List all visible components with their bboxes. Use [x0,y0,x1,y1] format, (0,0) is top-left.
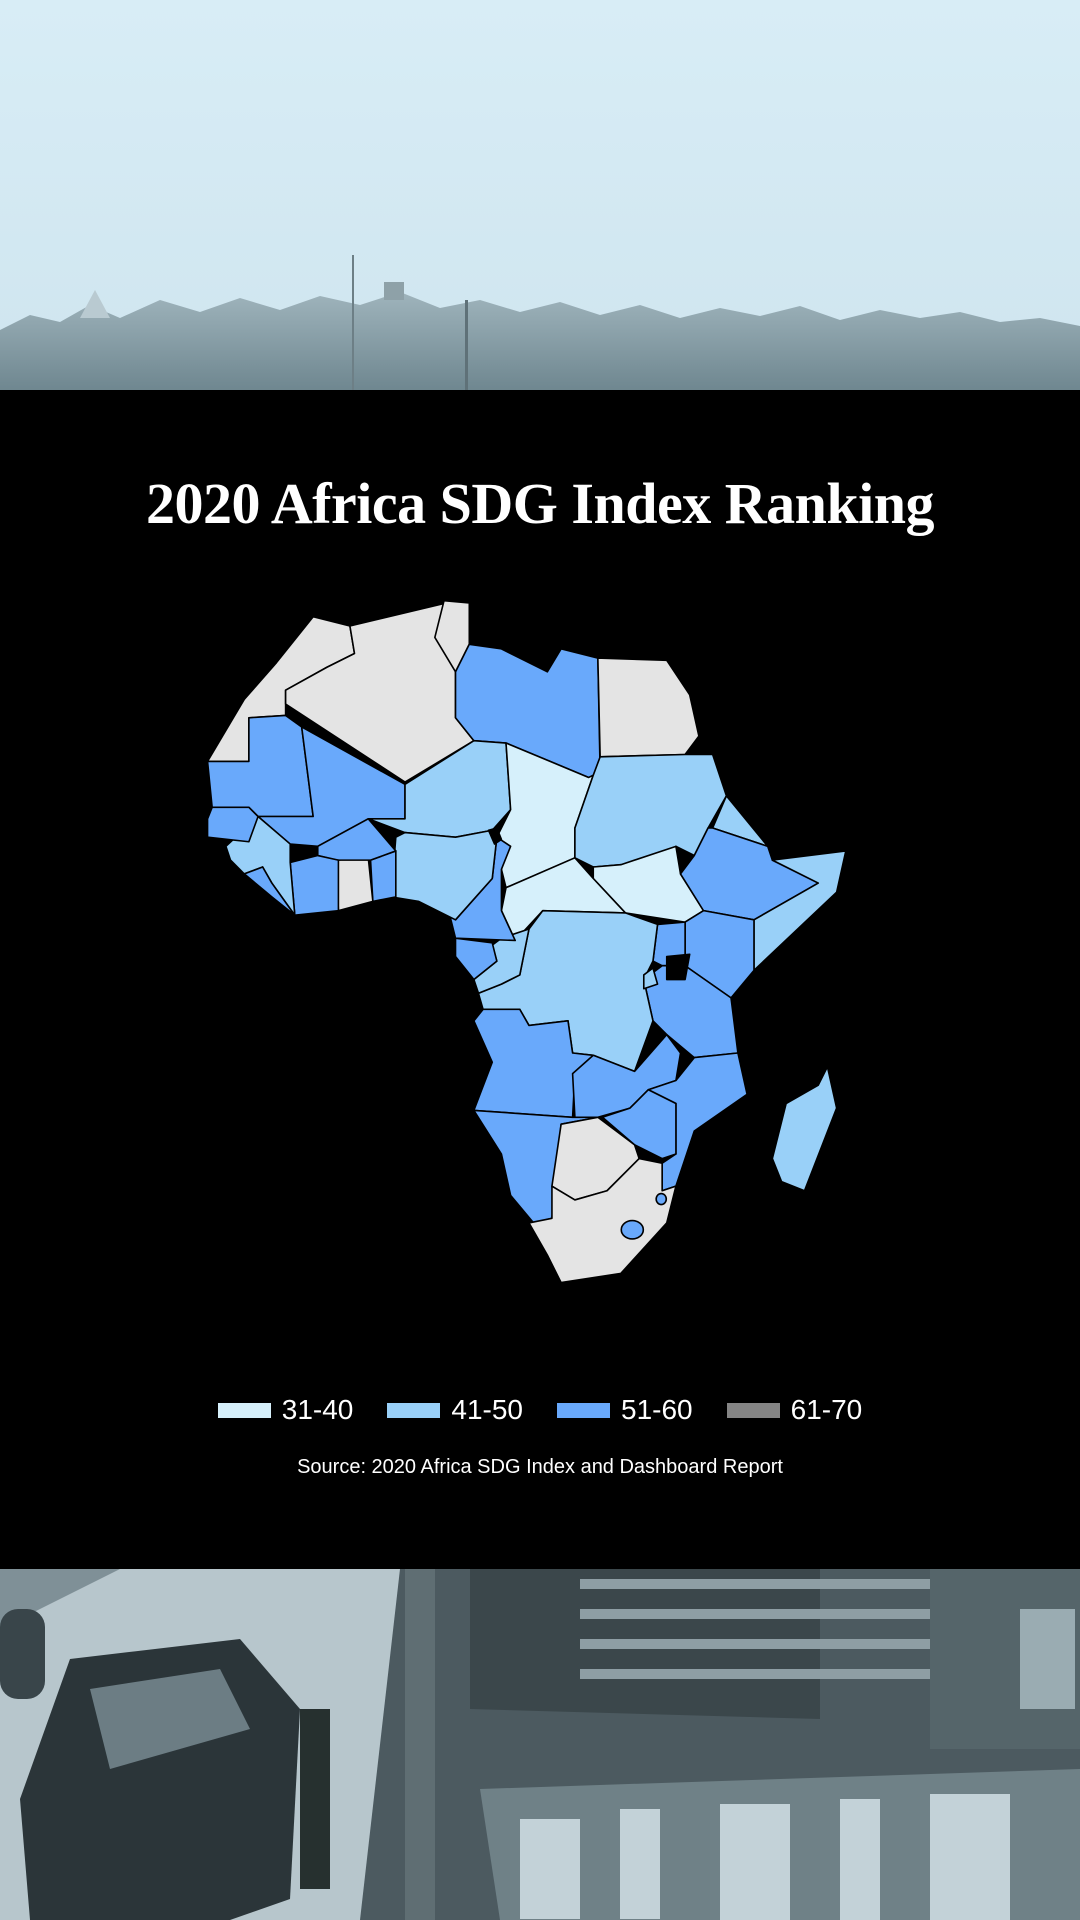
legend-swatch [557,1402,610,1418]
region-lesotho [620,1219,645,1240]
legend-label: 51-60 [621,1394,693,1425]
legend-swatch [387,1402,441,1418]
region-south-africa [528,1157,677,1284]
region-eswatini [655,1192,668,1206]
africa-choropleth-map [206,599,847,1284]
legend-label: 31-40 [281,1394,354,1425]
region-rwanda-burundi [642,967,659,990]
region-madagascar [771,1065,838,1192]
region-gabon [454,937,498,981]
region-mauritania [206,714,314,818]
legend-item-41-50: 41-50 [387,1394,523,1426]
region-ghana [335,857,374,912]
region-liberia [243,866,296,917]
legend-label: 61-70 [790,1394,863,1425]
region-cote-divoire [289,854,340,917]
legend-item-61-70: 61-70 [726,1394,863,1426]
legend-item-51-60: 51-60 [557,1394,693,1426]
legend-item-31-40: 31-40 [217,1394,354,1426]
region-senegal [206,806,259,843]
region-egypt [597,657,700,758]
region-sudan [574,753,728,875]
chart-title: 2020 Africa SDG Index Ranking [146,471,934,536]
source-note: Source: 2020 Africa SDG Index and Dashbo… [297,1456,783,1478]
legend-swatch [726,1402,780,1418]
lake-victoria [665,953,691,981]
header-photo-skyline [0,0,1080,390]
chart-legend: 31-40 41-50 51-60 61-70 [0,1394,1080,1426]
legend-label: 41-50 [451,1394,523,1425]
lake-chad [487,827,503,845]
footer-photo-street [0,1569,1080,1920]
legend-swatch [217,1402,271,1418]
region-zimbabwe [601,1088,677,1160]
